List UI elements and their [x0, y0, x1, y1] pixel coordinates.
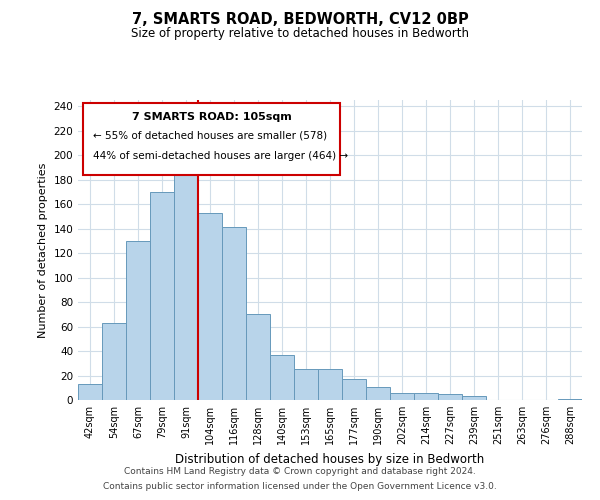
X-axis label: Distribution of detached houses by size in Bedworth: Distribution of detached houses by size …	[175, 452, 485, 466]
Text: 7 SMARTS ROAD: 105sqm: 7 SMARTS ROAD: 105sqm	[131, 112, 292, 122]
Bar	[366, 386, 390, 400]
Bar	[342, 379, 366, 400]
Bar	[270, 354, 294, 400]
FancyBboxPatch shape	[83, 103, 340, 175]
Bar	[414, 392, 438, 400]
Y-axis label: Number of detached properties: Number of detached properties	[38, 162, 48, 338]
Bar	[78, 384, 102, 400]
Bar	[438, 394, 462, 400]
Text: Contains public sector information licensed under the Open Government Licence v3: Contains public sector information licen…	[103, 482, 497, 491]
Bar	[390, 392, 414, 400]
Bar	[462, 396, 486, 400]
Text: Contains HM Land Registry data © Crown copyright and database right 2024.: Contains HM Land Registry data © Crown c…	[124, 467, 476, 476]
Bar	[126, 241, 150, 400]
Text: ← 55% of detached houses are smaller (578): ← 55% of detached houses are smaller (57…	[93, 130, 327, 140]
Bar	[318, 370, 342, 400]
Bar	[198, 212, 222, 400]
Bar	[102, 323, 126, 400]
Bar	[294, 370, 318, 400]
Bar	[222, 228, 246, 400]
Text: 44% of semi-detached houses are larger (464) →: 44% of semi-detached houses are larger (…	[93, 151, 348, 161]
Bar	[246, 314, 270, 400]
Bar	[150, 192, 174, 400]
Bar	[558, 399, 582, 400]
Text: 7, SMARTS ROAD, BEDWORTH, CV12 0BP: 7, SMARTS ROAD, BEDWORTH, CV12 0BP	[131, 12, 469, 28]
Text: Size of property relative to detached houses in Bedworth: Size of property relative to detached ho…	[131, 28, 469, 40]
Bar	[174, 155, 198, 400]
